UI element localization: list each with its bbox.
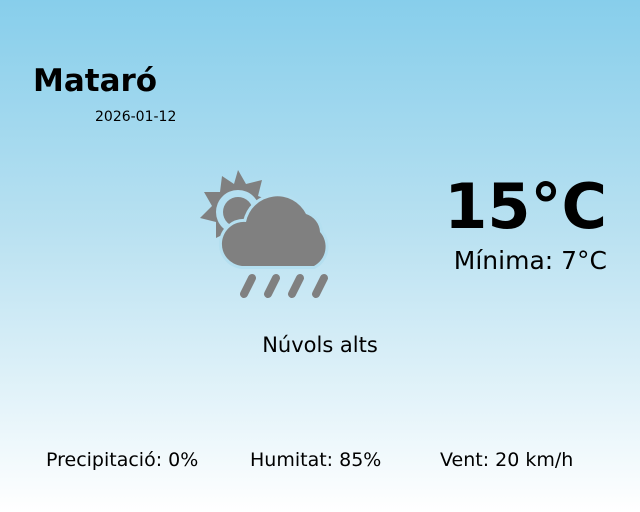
weather-description: Núvols alts [262,333,378,357]
current-temperature: 15°C [444,170,607,243]
forecast-date: 2026-01-12 [95,109,177,125]
city-name: Mataró [33,63,158,99]
min-temperature: Mínima: 7°C [453,246,607,275]
partly-cloudy-rain-icon [200,170,329,298]
humidity-stat: Humitat: 85% [250,449,382,471]
wind-stat: Vent: 20 km/h [440,449,574,471]
precipitation-stat: Precipitació: 0% [46,449,199,471]
